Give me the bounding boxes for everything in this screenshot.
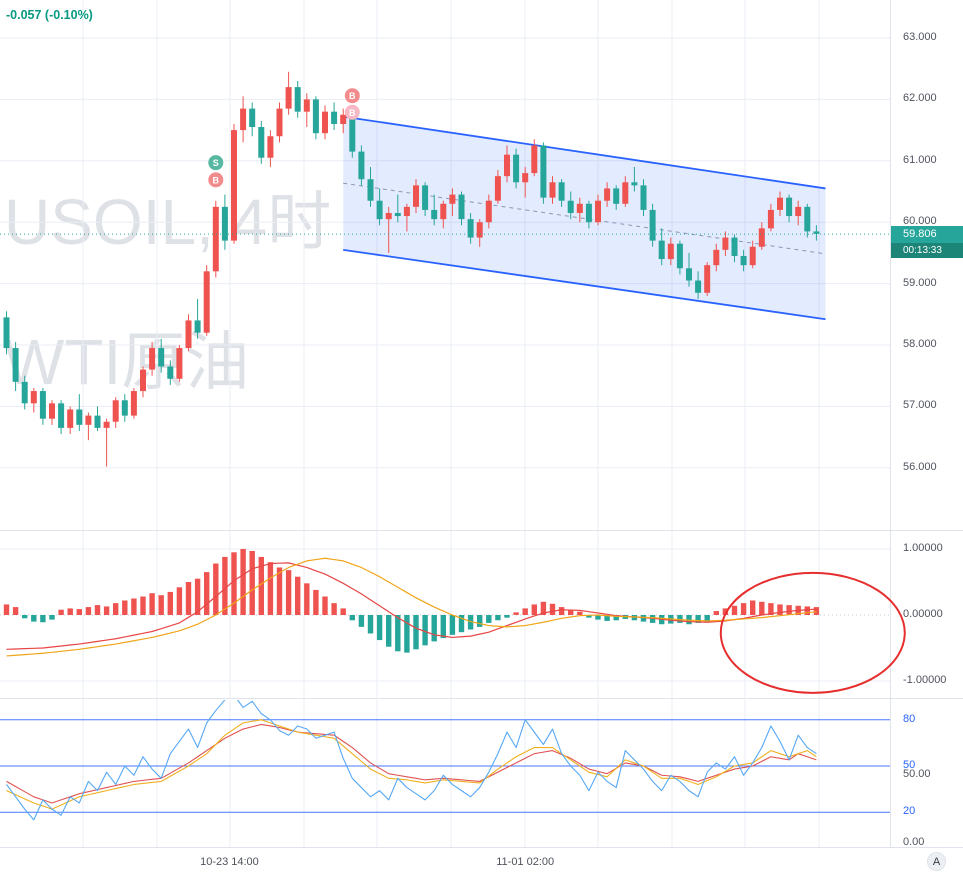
axis-tick-label: 58.000	[903, 338, 937, 350]
stoch-grid	[0, 700, 890, 847]
annotation-ellipse	[719, 571, 906, 694]
panel-separator[interactable]	[0, 698, 963, 699]
axis-tick-label: 80	[903, 712, 916, 725]
trade-marker-s	[208, 155, 224, 171]
trade-marker-b	[344, 104, 360, 120]
axis-tick-label: 59.000	[903, 276, 937, 289]
grid-lines	[0, 0, 890, 530]
price-change-text: -0.057 (-0.10%)	[6, 8, 93, 22]
axis-tick-label: 1.00000	[903, 542, 943, 554]
macd-grid	[0, 530, 890, 698]
macd-panel-svg[interactable]	[0, 530, 963, 698]
trade-marker-b	[344, 88, 360, 104]
axis-tick-label: -1.00000	[903, 674, 947, 686]
axis-tick-label: 0.00	[903, 836, 925, 848]
svg-text:B: B	[213, 175, 220, 185]
axis-tick-label: 50.00	[903, 768, 931, 781]
panel-separator[interactable]	[0, 530, 963, 531]
price-axis[interactable]: 59.806 00:13:33 63.000 62.000 61.000 60.000…	[890, 0, 963, 848]
svg-text:S: S	[213, 158, 219, 168]
last-price-label: 59.806	[891, 226, 963, 243]
candles-group	[3, 71, 820, 467]
axis-tick-label: 60.000	[903, 215, 937, 228]
macd-histogram	[3, 549, 820, 653]
panel-separator	[0, 847, 963, 848]
axis-mode-badge[interactable]: A	[927, 852, 946, 871]
axis-tick-label: 61.000	[903, 153, 937, 166]
axis-tick-label: 63.000	[903, 31, 937, 43]
time-axis-label: 10-23 14:00	[200, 856, 259, 868]
axis-tick-label: 20	[903, 805, 916, 818]
channel-drawing	[343, 115, 826, 321]
stochastic-panel-svg[interactable]	[0, 700, 963, 847]
svg-text:B: B	[349, 108, 356, 118]
time-axis[interactable]: A 10-23 14:00 11-01 02:00	[0, 848, 963, 877]
svg-text:B: B	[349, 91, 356, 101]
axis-tick-label: 56.000	[903, 460, 937, 473]
bar-countdown-label: 00:13:33	[891, 243, 963, 258]
axis-tick-label: 62.000	[903, 92, 937, 105]
axis-tick-label: 57.000	[903, 399, 937, 412]
trade-marker-b	[208, 172, 224, 188]
time-axis-label: 11-01 02:00	[496, 856, 555, 868]
axis-tick-label: 0.00000	[903, 608, 943, 620]
axis-tick-label: 50	[903, 759, 916, 771]
